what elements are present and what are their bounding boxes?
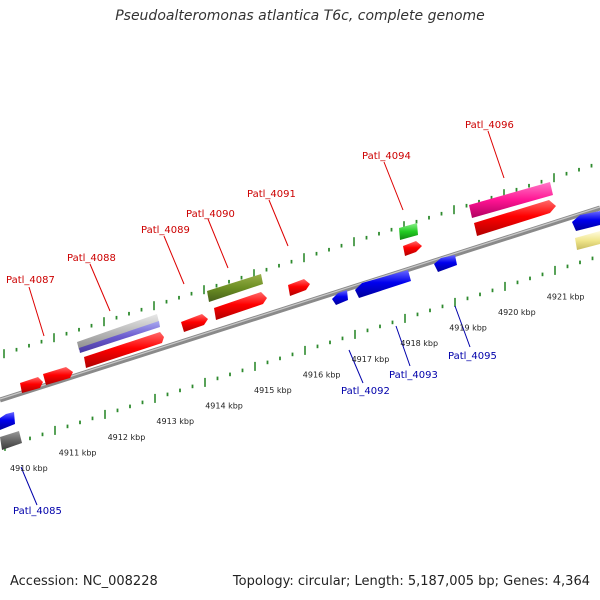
label-patl-4093[interactable]: Patl_4093 [389, 370, 438, 381]
gene-arrow[interactable] [20, 377, 43, 393]
gene-arrow[interactable] [0, 412, 15, 430]
reverse-genes [0, 211, 600, 450]
gene-bar-gray[interactable] [77, 314, 159, 350]
accession-text: Accession: NC_008228 [10, 574, 158, 589]
gene-arrow[interactable] [181, 314, 208, 332]
reverse-gene-labels: Patl_4085 Patl_4092 Patl_4093 Patl_4095 [13, 351, 497, 517]
genome-backbone [0, 205, 600, 403]
gene-arrow[interactable] [403, 241, 422, 256]
outer-tick-track [3, 163, 593, 359]
gene-arrow[interactable] [214, 292, 267, 320]
kbp-label: 4917 kbp [352, 355, 390, 364]
inner-tick-track [4, 256, 594, 451]
label-patl-4089[interactable]: Patl_4089 [141, 225, 190, 236]
kbp-label: 4911 kbp [59, 448, 97, 457]
forward-genes [20, 182, 556, 393]
gene-arrow[interactable] [332, 290, 348, 305]
map-title: Pseudoalteromonas atlantica T6c, complet… [115, 8, 485, 24]
label-patl-4092[interactable]: Patl_4092 [341, 386, 390, 397]
backbone-highlight [0, 206, 600, 400]
genome-stats-text: Topology: circular; Length: 5,187,005 bp… [232, 574, 590, 589]
gene-bar-green[interactable] [399, 223, 418, 240]
kbp-label: 4914 kbp [205, 402, 243, 411]
kbp-label: 4918 kbp [400, 339, 438, 348]
kbp-label: 4915 kbp [254, 386, 292, 395]
kbp-ruler-labels: 4910 kbp 4911 kbp 4912 kbp 4913 kbp 4914 kbp… [10, 292, 585, 473]
gene-bar-olive[interactable] [207, 274, 263, 302]
label-patl-4090[interactable]: Patl_4090 [186, 209, 235, 220]
gene-arrow[interactable] [288, 279, 310, 296]
label-patl-4085[interactable]: Patl_4085 [13, 506, 62, 517]
label-patl-4087[interactable]: Patl_4087 [6, 275, 55, 286]
kbp-label: 4921 kbp [547, 292, 585, 301]
gene-bar-dark[interactable] [0, 431, 22, 450]
gene-arrow[interactable] [84, 332, 164, 368]
reverse-leaders [20, 305, 471, 506]
forward-leaders [28, 130, 505, 337]
gene-arrow[interactable] [572, 211, 600, 231]
kbp-label: 4910 kbp [10, 464, 48, 473]
forward-gene-labels: Patl_4087 Patl_4088 Patl_4089 Patl_4090 … [6, 120, 514, 286]
gene-arrow[interactable] [355, 270, 411, 298]
kbp-label: 4912 kbp [108, 433, 146, 442]
label-patl-4096[interactable]: Patl_4096 [465, 120, 514, 131]
kbp-label: 4913 kbp [156, 417, 194, 426]
gene-bar-yellow[interactable] [575, 231, 600, 250]
gene-bar-purple[interactable] [79, 321, 160, 353]
gene-arrow[interactable] [434, 255, 457, 272]
gene-arrow[interactable] [474, 200, 556, 236]
label-patl-4094[interactable]: Patl_4094 [362, 151, 411, 162]
gene-arrow[interactable] [43, 367, 73, 385]
label-patl-4088[interactable]: Patl_4088 [67, 253, 116, 264]
kbp-label: 4916 kbp [303, 370, 341, 379]
label-patl-4095[interactable]: Patl_4095 [448, 351, 497, 362]
label-patl-4091[interactable]: Patl_4091 [247, 189, 296, 200]
kbp-label: 4919 kbp [449, 324, 487, 333]
kbp-label: 4920 kbp [498, 308, 536, 317]
gene-bar-pink[interactable] [469, 182, 553, 218]
